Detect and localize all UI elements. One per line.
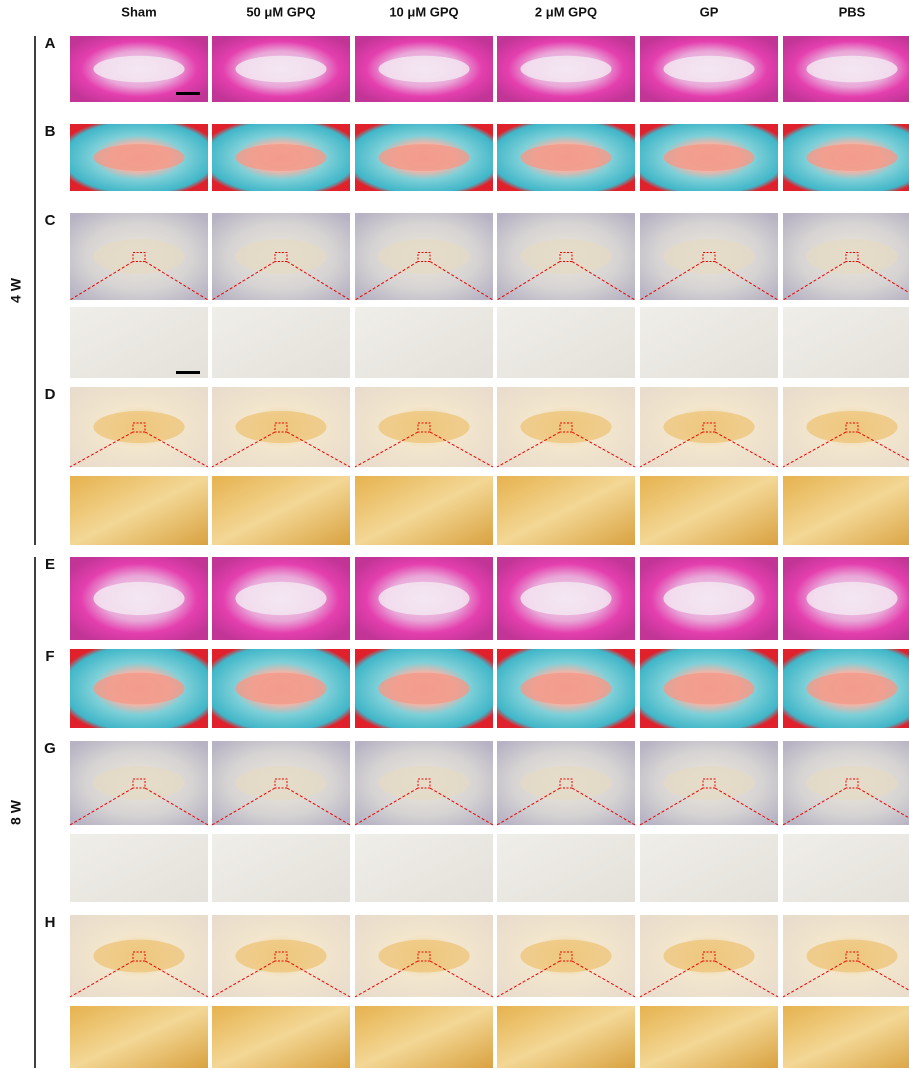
nucleus-region <box>235 673 326 705</box>
zoom-micrograph <box>212 476 350 545</box>
row-label: G <box>44 740 56 757</box>
zoom-micrograph <box>783 1006 909 1068</box>
nucleus-region <box>520 766 611 800</box>
nucleus-region <box>663 411 754 443</box>
nucleus-region <box>806 582 897 615</box>
zoom-micrograph <box>497 476 635 545</box>
zoom-micrograph <box>783 307 909 378</box>
scale-bar <box>176 371 200 374</box>
nucleus-region <box>663 144 754 171</box>
nucleus-region <box>378 940 469 973</box>
zoom-micrograph <box>497 1006 635 1068</box>
nucleus-region <box>806 673 897 705</box>
zoom-micrograph <box>212 834 350 902</box>
nucleus-region <box>806 239 897 274</box>
nucleus-region <box>93 56 184 82</box>
column-header: Sham <box>121 4 156 19</box>
row-label: F <box>45 648 54 665</box>
zoom-micrograph <box>355 1006 493 1068</box>
nucleus-region <box>520 239 611 274</box>
nucleus-region <box>806 940 897 973</box>
nucleus-region <box>378 144 469 171</box>
nucleus-region <box>806 56 897 82</box>
nucleus-region <box>235 56 326 82</box>
zoom-micrograph <box>70 307 208 378</box>
row-label: C <box>45 212 56 229</box>
zoom-micrograph <box>497 307 635 378</box>
zoom-micrograph <box>355 476 493 545</box>
zoom-micrograph <box>640 834 778 902</box>
nucleus-region <box>93 582 184 615</box>
nucleus-region <box>378 582 469 615</box>
row-label: D <box>45 386 56 403</box>
column-header: 10 μM GPQ <box>389 4 458 19</box>
nucleus-region <box>806 411 897 443</box>
group-label: 8 W <box>8 799 24 825</box>
nucleus-region <box>378 766 469 800</box>
column-header: 2 μM GPQ <box>535 4 597 19</box>
nucleus-region <box>235 239 326 274</box>
column-header: PBS <box>839 4 866 19</box>
figure: Sham 50 μM GPQ 10 μM GPQ 2 μM GPQ GP PBS A B C D E… <box>0 0 909 1071</box>
nucleus-region <box>520 56 611 82</box>
zoom-micrograph <box>783 834 909 902</box>
nucleus-region <box>520 411 611 443</box>
nucleus-region <box>93 766 184 800</box>
nucleus-region <box>93 673 184 705</box>
zoom-micrograph <box>640 476 778 545</box>
row-label: E <box>45 556 55 573</box>
zoom-micrograph <box>70 834 208 902</box>
row-label: H <box>45 914 56 931</box>
nucleus-region <box>806 144 897 171</box>
nucleus-region <box>93 144 184 171</box>
nucleus-region <box>663 673 754 705</box>
nucleus-region <box>663 940 754 973</box>
nucleus-region <box>663 56 754 82</box>
nucleus-region <box>806 766 897 800</box>
nucleus-region <box>520 582 611 615</box>
nucleus-region <box>520 673 611 705</box>
nucleus-region <box>93 940 184 973</box>
nucleus-region <box>378 411 469 443</box>
nucleus-region <box>93 411 184 443</box>
nucleus-region <box>663 766 754 800</box>
column-header: 50 μM GPQ <box>246 4 315 19</box>
row-label: A <box>45 35 56 52</box>
nucleus-region <box>520 144 611 171</box>
nucleus-region <box>93 239 184 274</box>
zoom-micrograph <box>355 834 493 902</box>
group-label: 4 W <box>8 277 24 303</box>
nucleus-region <box>378 673 469 705</box>
column-header: GP <box>700 4 719 19</box>
nucleus-region <box>235 411 326 443</box>
nucleus-region <box>235 582 326 615</box>
nucleus-region <box>235 766 326 800</box>
nucleus-region <box>235 940 326 973</box>
zoom-micrograph <box>70 476 208 545</box>
zoom-micrograph <box>212 1006 350 1068</box>
zoom-micrograph <box>783 476 909 545</box>
nucleus-region <box>235 144 326 171</box>
zoom-micrograph <box>355 307 493 378</box>
zoom-micrograph <box>640 307 778 378</box>
zoom-micrograph <box>212 307 350 378</box>
nucleus-region <box>378 56 469 82</box>
nucleus-region <box>663 239 754 274</box>
nucleus-region <box>378 239 469 274</box>
nucleus-region <box>520 940 611 973</box>
zoom-micrograph <box>640 1006 778 1068</box>
zoom-micrograph <box>70 1006 208 1068</box>
scale-bar <box>176 92 200 95</box>
zoom-micrograph <box>497 834 635 902</box>
nucleus-region <box>663 582 754 615</box>
row-label: B <box>45 123 56 140</box>
